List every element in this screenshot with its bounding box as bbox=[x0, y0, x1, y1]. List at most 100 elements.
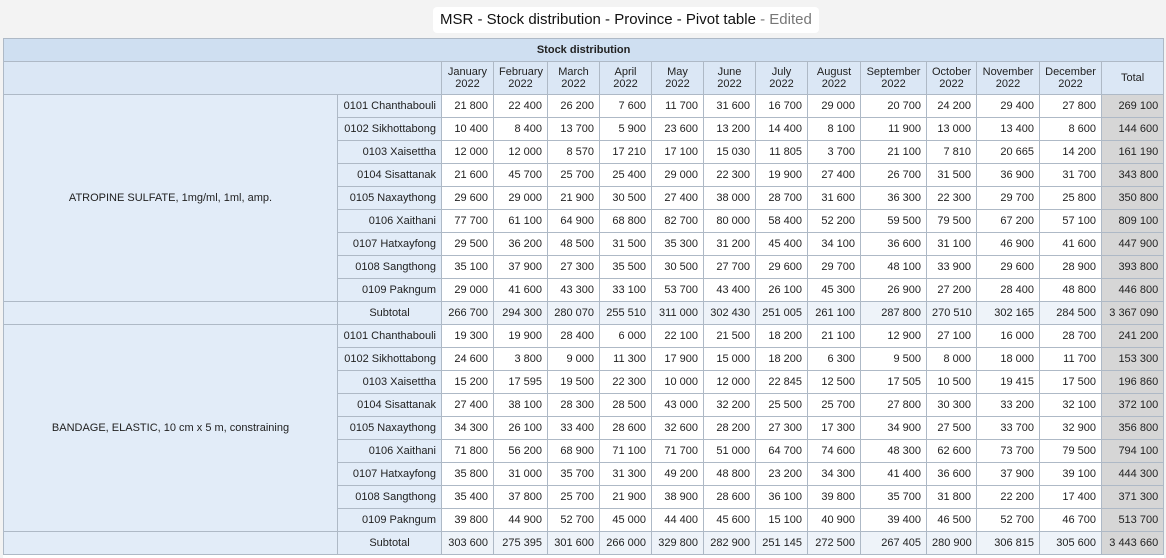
value-cell[interactable]: 31 000 bbox=[493, 462, 548, 486]
value-cell[interactable]: 20 665 bbox=[976, 140, 1040, 164]
row-total-cell[interactable]: 393 800 bbox=[1100, 255, 1164, 279]
subtotal-value-cell[interactable]: 311 000 bbox=[651, 301, 704, 325]
value-cell[interactable]: 29 000 bbox=[441, 278, 494, 302]
value-cell[interactable]: 48 800 bbox=[1039, 278, 1102, 302]
row-total-cell[interactable]: 269 100 bbox=[1100, 94, 1164, 118]
value-cell[interactable]: 29 000 bbox=[493, 186, 548, 210]
value-cell[interactable]: 68 800 bbox=[599, 209, 652, 233]
value-cell[interactable]: 36 600 bbox=[860, 232, 927, 256]
value-cell[interactable]: 38 100 bbox=[493, 393, 548, 417]
subtotal-value-cell[interactable]: 267 405 bbox=[860, 531, 927, 555]
row-total-cell[interactable]: 144 600 bbox=[1100, 117, 1164, 141]
value-cell[interactable]: 11 700 bbox=[651, 94, 704, 118]
value-cell[interactable]: 17 900 bbox=[651, 347, 704, 371]
value-cell[interactable]: 61 100 bbox=[493, 209, 548, 233]
value-cell[interactable]: 6 300 bbox=[807, 347, 861, 371]
column-header-total[interactable]: Total bbox=[1100, 61, 1164, 95]
value-cell[interactable]: 16 700 bbox=[755, 94, 808, 118]
value-cell[interactable]: 71 100 bbox=[599, 439, 652, 463]
row-total-cell[interactable]: 447 900 bbox=[1100, 232, 1164, 256]
value-cell[interactable]: 13 400 bbox=[976, 117, 1040, 141]
value-cell[interactable]: 68 900 bbox=[547, 439, 600, 463]
subtotal-value-cell[interactable]: 261 100 bbox=[807, 301, 861, 325]
value-cell[interactable]: 73 700 bbox=[976, 439, 1040, 463]
subtotal-value-cell[interactable]: 302 430 bbox=[703, 301, 756, 325]
value-cell[interactable]: 32 600 bbox=[651, 416, 704, 440]
value-cell[interactable]: 26 900 bbox=[860, 278, 927, 302]
value-cell[interactable]: 32 900 bbox=[1039, 416, 1102, 440]
district-header-cell[interactable]: 0103 Xaisettha bbox=[337, 370, 442, 394]
value-cell[interactable]: 18 000 bbox=[976, 347, 1040, 371]
value-cell[interactable]: 21 900 bbox=[547, 186, 600, 210]
value-cell[interactable]: 27 400 bbox=[651, 186, 704, 210]
value-cell[interactable]: 3 700 bbox=[807, 140, 861, 164]
column-header-june[interactable]: June 2022 bbox=[703, 61, 756, 95]
value-cell[interactable]: 41 600 bbox=[493, 278, 548, 302]
value-cell[interactable]: 22 200 bbox=[976, 485, 1040, 509]
row-total-cell[interactable]: 513 700 bbox=[1100, 508, 1164, 532]
value-cell[interactable]: 22 400 bbox=[493, 94, 548, 118]
subtotal-value-cell[interactable]: 255 510 bbox=[599, 301, 652, 325]
district-header-cell[interactable]: 0106 Xaithani bbox=[337, 439, 442, 463]
district-header-cell[interactable]: 0107 Hatxayfong bbox=[337, 462, 442, 486]
row-total-cell[interactable]: 809 100 bbox=[1100, 209, 1164, 233]
value-cell[interactable]: 12 000 bbox=[493, 140, 548, 164]
value-cell[interactable]: 44 900 bbox=[493, 508, 548, 532]
value-cell[interactable]: 13 700 bbox=[547, 117, 600, 141]
value-cell[interactable]: 28 300 bbox=[547, 393, 600, 417]
value-cell[interactable]: 52 200 bbox=[807, 209, 861, 233]
value-cell[interactable]: 10 500 bbox=[926, 370, 977, 394]
row-total-cell[interactable]: 343 800 bbox=[1100, 163, 1164, 187]
row-total-cell[interactable]: 350 800 bbox=[1100, 186, 1164, 210]
column-header-august[interactable]: August 2022 bbox=[807, 61, 861, 95]
value-cell[interactable]: 34 900 bbox=[860, 416, 927, 440]
column-header-september[interactable]: September 2022 bbox=[860, 61, 927, 95]
value-cell[interactable]: 26 700 bbox=[860, 163, 927, 187]
value-cell[interactable]: 59 500 bbox=[860, 209, 927, 233]
district-header-cell[interactable]: 0104 Sisattanak bbox=[337, 393, 442, 417]
value-cell[interactable]: 26 100 bbox=[755, 278, 808, 302]
value-cell[interactable]: 79 500 bbox=[926, 209, 977, 233]
value-cell[interactable]: 32 100 bbox=[1039, 393, 1102, 417]
value-cell[interactable]: 74 600 bbox=[807, 439, 861, 463]
value-cell[interactable]: 26 200 bbox=[547, 94, 600, 118]
district-header-cell[interactable]: 0109 Pakngum bbox=[337, 508, 442, 532]
value-cell[interactable]: 29 700 bbox=[807, 255, 861, 279]
column-header-november[interactable]: November 2022 bbox=[976, 61, 1040, 95]
row-total-cell[interactable]: 241 200 bbox=[1100, 324, 1164, 348]
district-header-cell[interactable]: 0105 Naxaythong bbox=[337, 186, 442, 210]
value-cell[interactable]: 27 800 bbox=[860, 393, 927, 417]
value-cell[interactable]: 7 600 bbox=[599, 94, 652, 118]
value-cell[interactable]: 27 800 bbox=[1039, 94, 1102, 118]
value-cell[interactable]: 11 900 bbox=[860, 117, 927, 141]
value-cell[interactable]: 36 600 bbox=[926, 462, 977, 486]
value-cell[interactable]: 15 030 bbox=[703, 140, 756, 164]
row-total-cell[interactable]: 161 190 bbox=[1100, 140, 1164, 164]
product-header-cell[interactable]: ATROPINE SULFATE, 1mg/ml, 1ml, amp. bbox=[3, 94, 338, 302]
value-cell[interactable]: 23 600 bbox=[651, 117, 704, 141]
district-header-cell[interactable]: 0104 Sisattanak bbox=[337, 163, 442, 187]
value-cell[interactable]: 43 000 bbox=[651, 393, 704, 417]
value-cell[interactable]: 52 700 bbox=[976, 508, 1040, 532]
value-cell[interactable]: 12 000 bbox=[703, 370, 756, 394]
value-cell[interactable]: 23 200 bbox=[755, 462, 808, 486]
value-cell[interactable]: 29 000 bbox=[807, 94, 861, 118]
value-cell[interactable]: 10 400 bbox=[441, 117, 494, 141]
row-total-cell[interactable]: 446 800 bbox=[1100, 278, 1164, 302]
value-cell[interactable]: 21 100 bbox=[860, 140, 927, 164]
subtotal-value-cell[interactable]: 251 145 bbox=[755, 531, 808, 555]
value-cell[interactable]: 28 400 bbox=[547, 324, 600, 348]
value-cell[interactable]: 6 000 bbox=[599, 324, 652, 348]
value-cell[interactable]: 82 700 bbox=[651, 209, 704, 233]
value-cell[interactable]: 31 600 bbox=[703, 94, 756, 118]
value-cell[interactable]: 19 900 bbox=[755, 163, 808, 187]
value-cell[interactable]: 8 000 bbox=[926, 347, 977, 371]
value-cell[interactable]: 52 700 bbox=[547, 508, 600, 532]
subtotal-value-cell[interactable]: 280 900 bbox=[926, 531, 977, 555]
value-cell[interactable]: 45 300 bbox=[807, 278, 861, 302]
value-cell[interactable]: 11 805 bbox=[755, 140, 808, 164]
value-cell[interactable]: 34 300 bbox=[807, 462, 861, 486]
value-cell[interactable]: 33 100 bbox=[599, 278, 652, 302]
value-cell[interactable]: 45 400 bbox=[755, 232, 808, 256]
value-cell[interactable]: 17 400 bbox=[1039, 485, 1102, 509]
